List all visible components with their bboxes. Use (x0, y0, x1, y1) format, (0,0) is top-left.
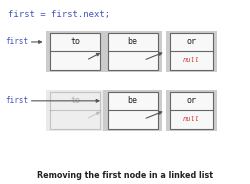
Text: to: to (70, 38, 80, 46)
Bar (50, 33, 100, 70)
Text: Removing the first node in a linked list: Removing the first node in a linked list (37, 171, 213, 180)
Bar (170, 92, 212, 129)
Text: be: be (128, 38, 138, 46)
Bar (103, 31, 162, 72)
Text: or: or (186, 38, 196, 46)
Bar (166, 31, 217, 72)
Bar (50, 92, 100, 129)
Bar (170, 33, 212, 70)
Text: to: to (70, 96, 80, 105)
Text: first: first (5, 96, 28, 105)
Bar (166, 90, 217, 131)
Bar (108, 92, 158, 129)
Text: first: first (5, 38, 28, 46)
Text: null: null (183, 116, 200, 122)
Text: or: or (186, 96, 196, 105)
Bar (103, 90, 162, 131)
Text: null: null (183, 57, 200, 63)
Bar (46, 31, 104, 72)
Bar (46, 90, 104, 131)
Text: first = first.next;: first = first.next; (8, 10, 110, 19)
Text: be: be (128, 96, 138, 105)
Bar (108, 33, 158, 70)
